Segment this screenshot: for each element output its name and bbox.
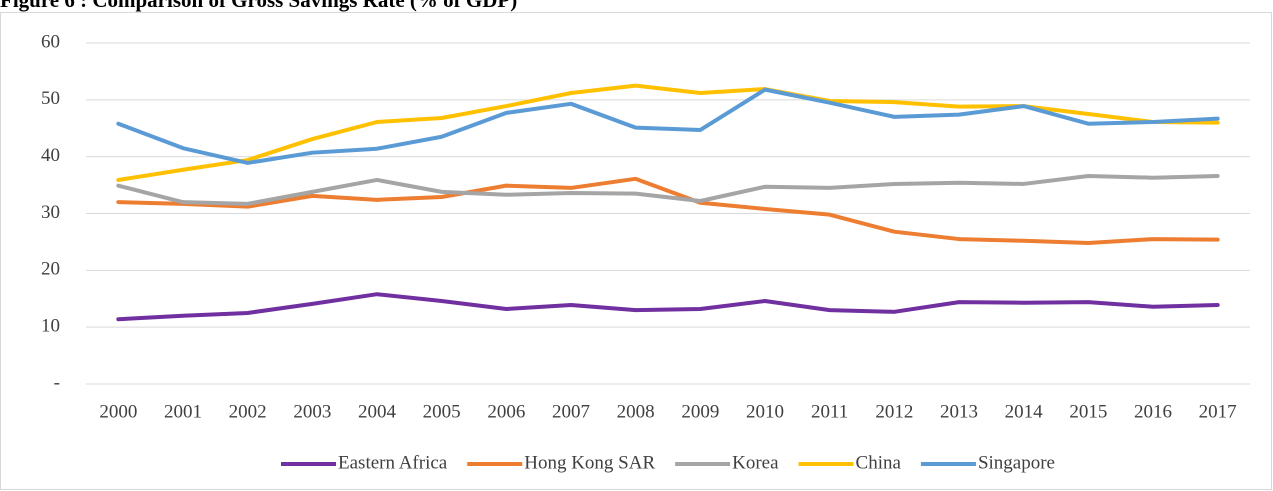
x-tick-label: 2007 <box>552 401 590 422</box>
legend-label: Hong Kong SAR <box>524 452 655 473</box>
legend-label: China <box>856 452 902 473</box>
x-tick-label: 2001 <box>164 401 202 422</box>
x-tick-label: 2017 <box>1199 401 1237 422</box>
series-line <box>116 176 1220 246</box>
y-tick-label: 50 <box>41 88 60 109</box>
x-tick-label: 2006 <box>487 401 525 422</box>
x-tick-label: 2005 <box>423 401 461 422</box>
x-tick-label: 2011 <box>811 401 848 422</box>
x-tick-label: 2014 <box>1005 401 1044 422</box>
y-tick-label: 60 <box>41 31 60 52</box>
y-tick-label: 10 <box>41 316 60 337</box>
series-line <box>116 292 1220 322</box>
y-tick-label: 30 <box>41 202 60 223</box>
chart-border <box>0 12 1272 490</box>
legend-label: Singapore <box>978 452 1055 473</box>
series-line <box>116 87 1220 165</box>
legend-label: Eastern Africa <box>338 452 448 473</box>
x-tick-label: 2012 <box>875 401 913 422</box>
x-tick-label: 2013 <box>940 401 978 422</box>
legend-label: Korea <box>732 452 779 473</box>
x-tick-label: 2002 <box>229 401 267 422</box>
x-tick-label: 2004 <box>358 401 397 422</box>
x-tick-label: 2015 <box>1069 401 1107 422</box>
x-tick-label: 2016 <box>1134 401 1172 422</box>
x-tick-label: 2008 <box>617 401 655 422</box>
x-tick-label: 2010 <box>746 401 784 422</box>
series-line <box>116 173 1220 206</box>
y-tick-label: 20 <box>41 259 60 280</box>
y-tick-label: - <box>54 372 60 393</box>
chart-title: Figure 6 : Comparison of Gross Savings R… <box>0 0 517 12</box>
y-tick-label: 40 <box>41 145 60 166</box>
x-tick-label: 2009 <box>681 401 719 422</box>
legend: Eastern Africa Hong Kong SAR Korea China Sin… <box>281 452 1055 473</box>
x-tick-label: 2003 <box>293 401 331 422</box>
x-tick-label: 2000 <box>99 401 137 422</box>
